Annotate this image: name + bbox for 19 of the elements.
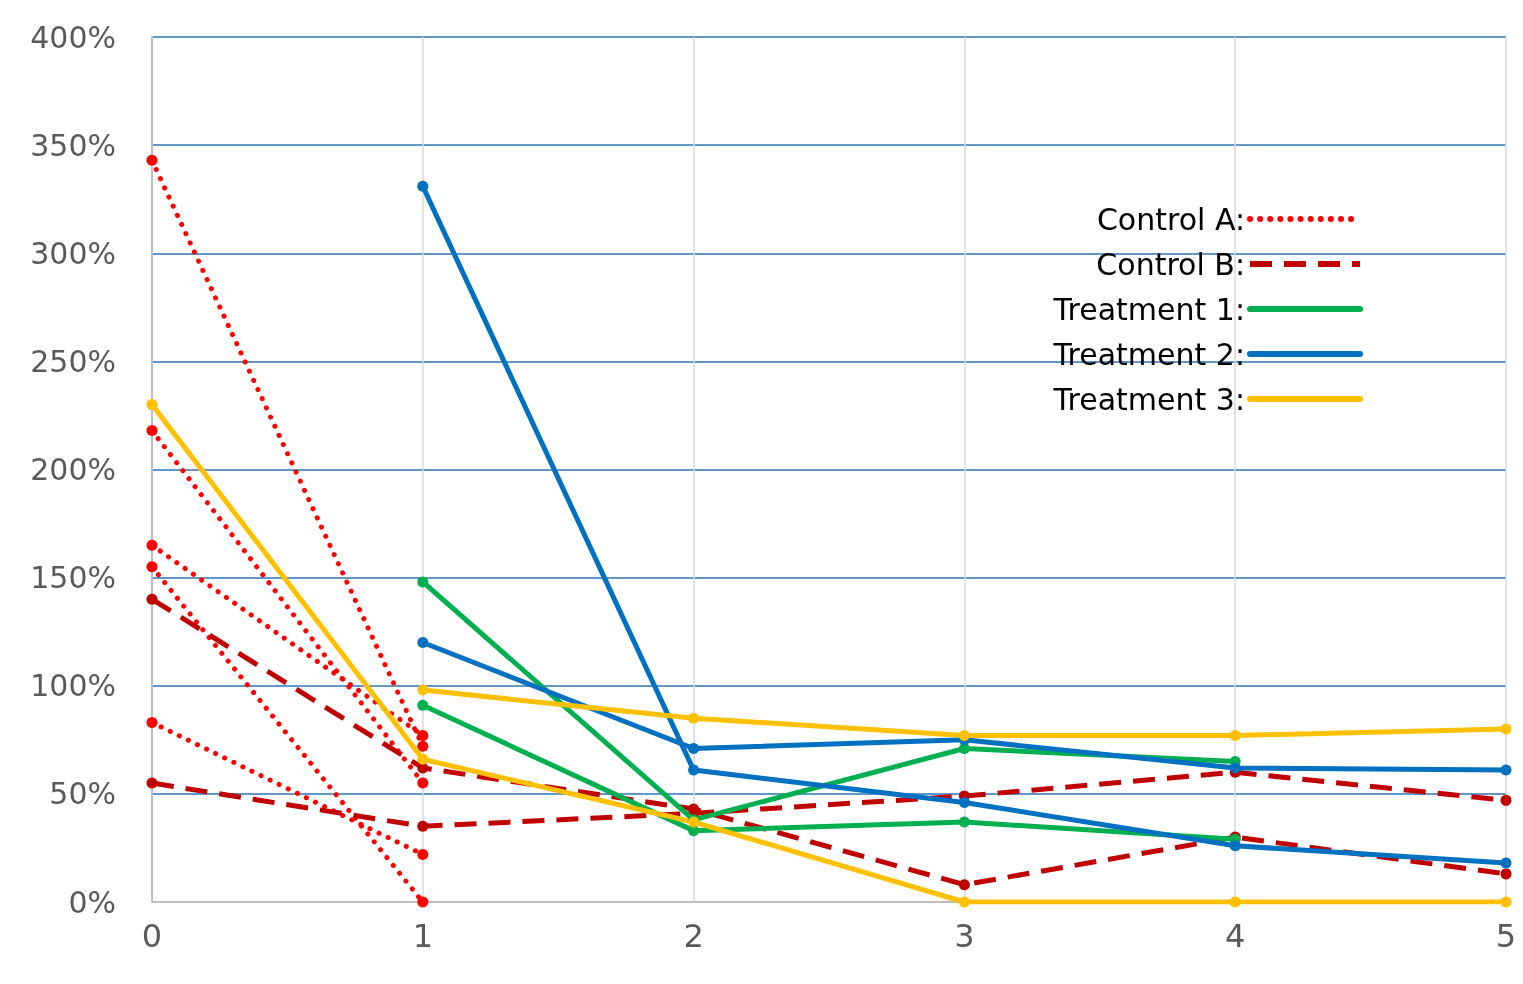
x-tick-label: 4 xyxy=(1225,917,1246,955)
y-tick-label: 350% xyxy=(30,127,116,163)
x-tick-label: 0 xyxy=(141,917,163,955)
y-tick-label: 300% xyxy=(30,235,116,271)
x-tick-label: 2 xyxy=(683,917,704,955)
y-tick-label: 250% xyxy=(30,343,116,379)
y-tick-label: 400% xyxy=(30,19,116,55)
x-tick-label: 5 xyxy=(1495,917,1517,955)
legend-label: Treatment 1: xyxy=(1052,291,1245,327)
y-tick-label: 50% xyxy=(49,776,116,812)
y-tick-label: 100% xyxy=(30,668,116,704)
y-tick-label: 200% xyxy=(30,452,116,487)
y-tick-label: 0% xyxy=(68,884,116,920)
y-tick-label: 150% xyxy=(30,560,116,596)
x-tick-label: 3 xyxy=(954,917,975,955)
legend-label: Control B: xyxy=(1096,246,1245,282)
x-tick-label: 1 xyxy=(412,917,433,955)
legend-label: Treatment 3: xyxy=(1052,381,1245,417)
legend-label: Control A: xyxy=(1096,201,1245,237)
